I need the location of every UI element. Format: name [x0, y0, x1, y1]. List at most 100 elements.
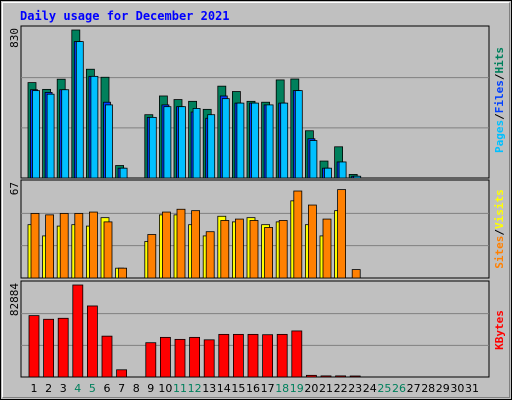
bar-kbytes-day-22	[335, 375, 347, 378]
x-tick-label: 10	[158, 382, 172, 395]
bar-pages-day-6	[105, 104, 113, 179]
bar-pages-day-16	[251, 102, 259, 179]
bar-sites-day-19	[293, 190, 303, 279]
x-tick-label: 5	[89, 382, 96, 395]
bar-kbytes-day-16	[247, 333, 259, 378]
x-tick-label: 15	[231, 382, 245, 395]
bar-pages-day-18	[280, 102, 289, 179]
bar-kbytes-day-7	[116, 369, 127, 378]
bar-kbytes-day-15	[232, 333, 244, 378]
bar-sites-day-7	[118, 267, 127, 279]
side-legend-item: /	[493, 113, 506, 120]
bar-sites-day-21	[322, 218, 332, 279]
bar-kbytes-day-23	[349, 375, 361, 378]
x-tick-label: 20	[304, 382, 318, 395]
bar-pages-day-9	[148, 116, 157, 179]
x-tick-label: 28	[421, 382, 435, 395]
side-legend-item: /	[493, 73, 506, 80]
x-tick-label: 24	[363, 382, 377, 395]
bar-sites-day-10	[161, 211, 171, 279]
x-tick-label: 4	[74, 382, 81, 395]
bar-pages-day-22	[338, 161, 347, 179]
x-tick-label: 30	[450, 382, 464, 395]
bar-kbytes-day-17	[262, 334, 274, 378]
x-tick-label: 18	[275, 382, 289, 395]
bar-sites-day-20	[307, 204, 317, 279]
bar-kbytes-day-10	[159, 336, 171, 378]
side-legend-top: Pages/Files/Hits	[493, 47, 506, 153]
bar-pages-day-7	[119, 167, 128, 179]
bar-sites-day-23	[351, 269, 361, 279]
x-tick-label: 6	[104, 382, 111, 395]
bar-kbytes-day-21	[320, 375, 332, 378]
bar-pages-day-23	[353, 175, 362, 179]
bar-sites-day-2	[45, 214, 54, 279]
bar-sites-day-1	[30, 213, 40, 279]
bar-kbytes-day-6	[101, 335, 113, 378]
bar-pages-day-14	[221, 98, 230, 179]
x-tick-label: 3	[60, 382, 67, 395]
bar-kbytes-day-11	[174, 338, 186, 378]
x-tick-label: 16	[246, 382, 260, 395]
bar-pages-day-2	[46, 93, 55, 179]
bar-kbytes-day-2	[43, 318, 54, 378]
bar-kbytes-day-19	[291, 330, 303, 378]
bar-pages-day-11	[178, 106, 186, 179]
bar-kbytes-day-12	[189, 336, 201, 378]
x-tick-label: 22	[334, 382, 348, 395]
x-tick-label: 8	[133, 382, 140, 395]
bar-kbytes-day-3	[57, 317, 69, 378]
x-tick-label: 1	[31, 382, 38, 395]
bar-pages-day-15	[236, 102, 245, 179]
bar-sites-day-4	[74, 213, 84, 279]
side-legend-item: Hits	[493, 47, 506, 74]
x-tick-label: 26	[392, 382, 406, 395]
side-legend-item: /	[493, 229, 506, 236]
x-tick-label: 17	[261, 382, 275, 395]
x-tick-label: 7	[118, 382, 125, 395]
bar-pages-day-21	[324, 167, 332, 179]
bar-sites-day-16	[249, 220, 259, 279]
bar-sites-day-12	[191, 210, 201, 279]
side-legend-item: Files	[493, 80, 506, 113]
x-tick-label: 19	[290, 382, 304, 395]
x-tick-label: 13	[202, 382, 216, 395]
bar-pages-day-13	[207, 114, 216, 179]
x-tick-label: 14	[217, 382, 231, 395]
side-legend-item: Visits	[493, 189, 506, 229]
bar-sites-day-13	[205, 231, 215, 279]
x-tick-label: 21	[319, 382, 333, 395]
x-tick-label: 25	[377, 382, 391, 395]
bar-pages-day-10	[163, 106, 172, 179]
bar-pages-day-12	[192, 108, 201, 179]
side-legend-bottom: KBytes	[493, 310, 506, 350]
bar-kbytes-day-4	[72, 284, 84, 378]
x-tick-label: 29	[436, 382, 450, 395]
panel-visits-sites: 67	[8, 179, 490, 279]
bar-kbytes-day-1	[28, 315, 40, 378]
x-tick-label: 23	[348, 382, 362, 395]
x-tick-label: 9	[147, 382, 154, 395]
bar-kbytes-day-20	[305, 374, 317, 378]
bar-sites-day-22	[337, 189, 347, 279]
bar-sites-day-15	[234, 218, 244, 279]
bar-sites-day-3	[59, 213, 69, 279]
bar-pages-day-17	[265, 104, 274, 179]
bar-kbytes-day-18	[276, 333, 288, 378]
bar-sites-day-17	[264, 227, 274, 279]
side-legend-item: Pages	[493, 120, 506, 153]
side-legend-item: Sites	[493, 236, 506, 269]
bar-kbytes-day-9	[145, 342, 157, 378]
x-tick-label: 2	[45, 382, 52, 395]
bar-pages-day-19	[294, 90, 303, 179]
bar-kbytes-day-14	[218, 333, 230, 378]
bar-kbytes-day-5	[87, 305, 98, 378]
bar-sites-day-11	[176, 208, 186, 279]
x-tick-label: 12	[188, 382, 202, 395]
bar-pages-day-5	[90, 75, 99, 179]
y-max-label: 830	[8, 28, 21, 48]
bar-pages-day-3	[61, 89, 70, 179]
bar-pages-day-20	[309, 140, 318, 179]
y-max-label: 67	[8, 182, 21, 195]
